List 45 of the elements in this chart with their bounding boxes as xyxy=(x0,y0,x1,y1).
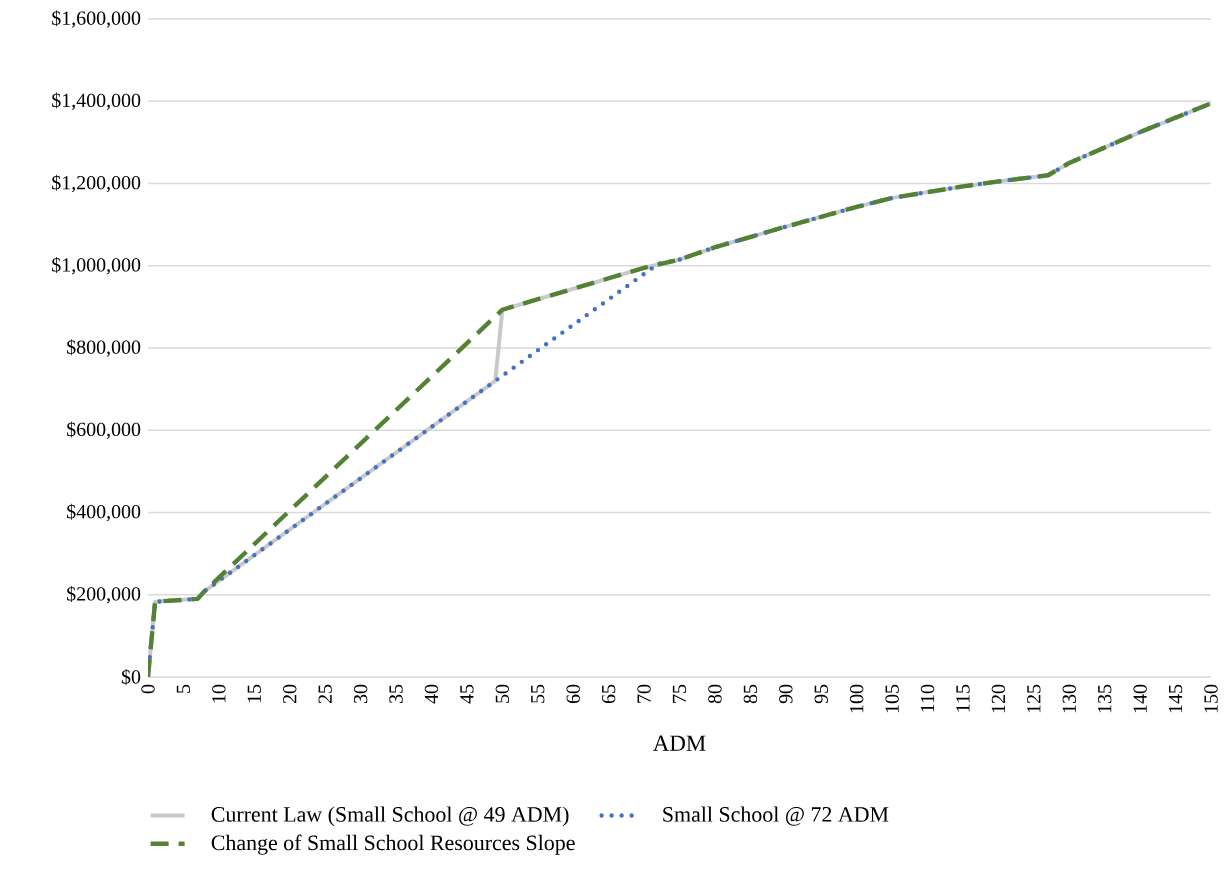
x-tick-label: 140 xyxy=(1133,684,1147,713)
x-tick-label: 135 xyxy=(1098,684,1112,713)
x-tick-label: 80 xyxy=(708,684,722,704)
x-tick-label: 95 xyxy=(814,684,828,704)
x-tick-label: 110 xyxy=(920,684,935,712)
legend-label: Change of Small School Resources Slope xyxy=(211,834,575,855)
x-tick-label: 115 xyxy=(956,684,970,712)
x-tick-label: 20 xyxy=(283,684,297,704)
x-tick-label: 120 xyxy=(991,684,1006,713)
x-tick-label: 50 xyxy=(495,684,510,703)
y-tick-label: $800,000 xyxy=(67,339,141,357)
x-tick-label: 15 xyxy=(247,684,261,703)
y-tick-label: $600,000 xyxy=(67,421,141,439)
x-tick-label: 0 xyxy=(141,684,155,694)
y-tick-label: $200,000 xyxy=(67,585,141,604)
y-tick-label: $0 xyxy=(121,669,141,685)
x-tick-label: 35 xyxy=(389,684,403,703)
x-tick-label: 55 xyxy=(531,684,545,703)
x-tick-label: 45 xyxy=(460,684,474,704)
y-tick-label: $1,000,000 xyxy=(52,256,141,275)
legend-label: Current Law (Small School @ 49 ADM) xyxy=(211,806,569,827)
x-tick-label: 150 xyxy=(1204,684,1218,713)
x-tick-label: 100 xyxy=(849,684,864,713)
x-tick-label: 40 xyxy=(424,684,439,704)
x-tick-label: 125 xyxy=(1027,684,1041,713)
x-tick-label: 145 xyxy=(1168,684,1183,713)
line-series xyxy=(148,101,1212,677)
x-tick-label: 10 xyxy=(212,684,226,703)
x-tick-label: 65 xyxy=(601,684,616,704)
x-tick-label: 5 xyxy=(176,684,191,693)
x-tick-label: 105 xyxy=(885,684,899,713)
x-tick-label: 130 xyxy=(1062,684,1076,713)
x-axis-title: ADM xyxy=(652,735,706,751)
x-tick-label: 60 xyxy=(566,684,580,704)
x-tick-label: 30 xyxy=(353,684,368,703)
x-tick-label: 70 xyxy=(637,684,651,703)
x-tick-label: 25 xyxy=(318,684,332,704)
x-tick-label: 85 xyxy=(743,684,758,704)
legend-label: Small School @ 72 ADM xyxy=(663,806,889,826)
x-tick-label: 90 xyxy=(779,684,793,704)
y-tick-label: $1,400,000 xyxy=(52,92,141,110)
x-tick-label: 75 xyxy=(672,684,687,703)
y-tick-label: $1,200,000 xyxy=(52,174,141,193)
y-tick-label: $1,600,000 xyxy=(52,10,141,28)
y-tick-label: $400,000 xyxy=(67,503,141,522)
